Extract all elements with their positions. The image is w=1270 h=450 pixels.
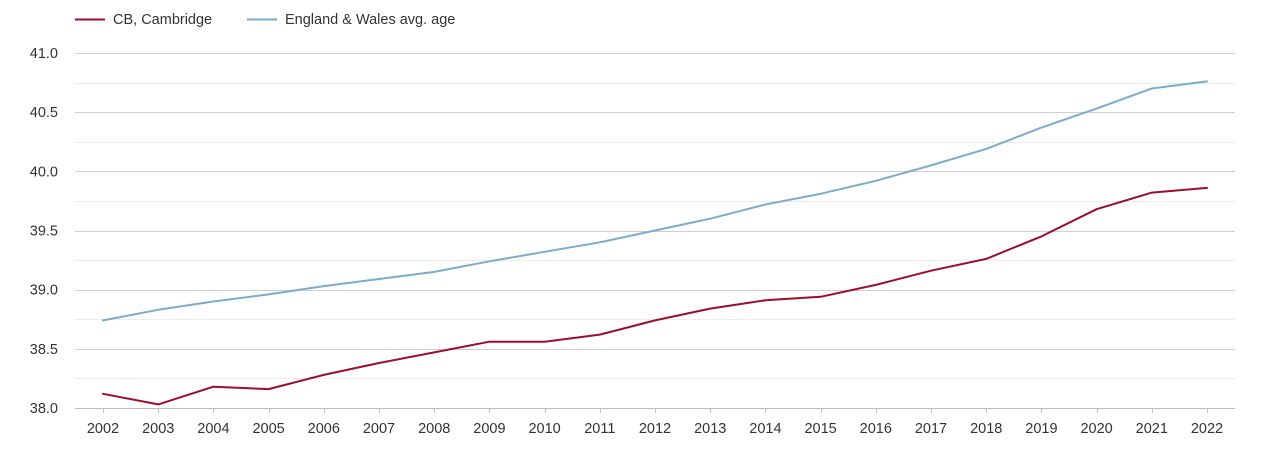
y-tick-label: 40.0	[30, 164, 58, 180]
x-tick-label: 2006	[308, 421, 340, 437]
x-tick-label: 2010	[528, 421, 560, 437]
series-lines	[102, 80, 1208, 406]
x-tick-label: 2004	[197, 421, 229, 437]
legend-label: England & Wales avg. age	[285, 12, 455, 28]
x-tick-label: 2015	[804, 421, 836, 437]
x-tick-label: 2014	[749, 421, 781, 437]
y-tick-label: 41.0	[30, 46, 58, 62]
legend-label: CB, Cambridge	[113, 12, 212, 28]
axes: 38.0 38.5 39.0 39.5 40.0 40.5 41.0 2002 2003 2004…	[30, 46, 1235, 437]
grid-lines	[75, 53, 1235, 409]
y-tick-label: 38.0	[30, 401, 58, 417]
y-tick-label: 39.0	[30, 283, 58, 299]
x-tick-label: 2012	[639, 421, 671, 437]
x-tick-label: 2013	[694, 421, 726, 437]
x-tick-label: 2022	[1191, 421, 1223, 437]
y-tick-label: 39.5	[30, 224, 58, 240]
legend: CB, Cambridge England & Wales avg. age	[75, 12, 455, 28]
y-tick-label: 40.5	[30, 105, 58, 121]
series-line-england-wales	[102, 80, 1208, 322]
x-tick-label: 2003	[142, 421, 174, 437]
x-tick-label: 2018	[970, 421, 1002, 437]
x-tick-label: 2021	[1136, 421, 1168, 437]
legend-item-cambridge[interactable]: CB, Cambridge	[75, 12, 212, 28]
legend-item-england-wales[interactable]: England & Wales avg. age	[247, 12, 455, 28]
x-tick-label: 2016	[860, 421, 892, 437]
x-tick-label: 2011	[584, 421, 615, 437]
x-tick-label: 2008	[418, 421, 450, 437]
x-tick-label: 2002	[87, 421, 119, 437]
x-tick-label: 2020	[1080, 421, 1112, 437]
series-line-cambridge	[102, 186, 1208, 406]
x-tick-label: 2017	[915, 421, 947, 437]
x-tick-label: 2009	[473, 421, 505, 437]
y-tick-label: 38.5	[30, 342, 58, 358]
x-tick-label: 2005	[252, 421, 284, 437]
x-tick-label: 2019	[1025, 421, 1057, 437]
x-tick-label: 2007	[363, 421, 395, 437]
